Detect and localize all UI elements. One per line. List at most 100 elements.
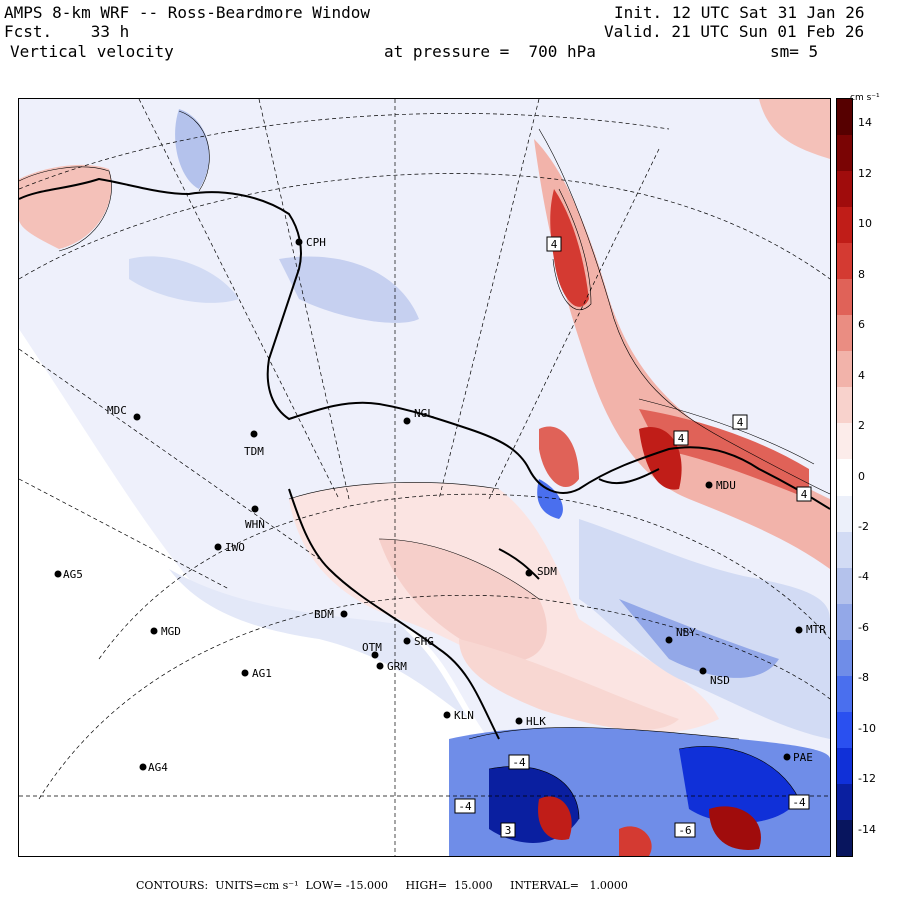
- graticule: [19, 99, 830, 856]
- colorbar-tick-label: -2: [858, 519, 869, 533]
- contour-label: 4: [796, 486, 812, 502]
- no-data-region: [19, 329, 489, 856]
- contour-label-text: -4: [792, 796, 806, 809]
- station-CPH[interactable]: CPH: [295, 236, 326, 249]
- station-AG1[interactable]: AG1: [241, 667, 272, 680]
- colorbar-segment: [837, 279, 852, 316]
- station-TDM[interactable]: TDM: [244, 430, 264, 459]
- colorbar-segment: [837, 567, 852, 604]
- descent-region-east: [579, 519, 830, 739]
- strong-ascent-core-3: [619, 826, 652, 856]
- colorbar-segment: [837, 639, 852, 676]
- moderate-ascent-area: [379, 539, 547, 661]
- station-NGL[interactable]: NGL: [403, 407, 435, 425]
- station-label: SHG: [414, 635, 434, 648]
- strong-descent-core-2: [679, 746, 799, 823]
- station-label: MDC: [107, 404, 127, 417]
- colorbar-tick-label: 2: [858, 419, 865, 433]
- station-AG5[interactable]: AG5: [54, 568, 83, 581]
- colorbar-segment: [837, 747, 852, 784]
- station-SHG[interactable]: SHG: [403, 635, 434, 648]
- contour-label: -6: [674, 822, 696, 838]
- station-label: NSD: [710, 674, 730, 687]
- station-MDC[interactable]: MDC: [107, 404, 141, 421]
- valid-time: Valid. 21 UTC Sun 01 Feb 26: [604, 22, 865, 41]
- vertical-velocity-map: 4 4 4 4 -4 -4 -4 3 -6 CPH NGL MDC TDM WH…: [19, 99, 830, 856]
- colorbar-tick-label: 4: [858, 368, 865, 382]
- strong-ascent-core-2: [709, 806, 761, 850]
- footer-units: UNITS=cm s⁻¹: [215, 879, 299, 892]
- station-WHN[interactable]: WHN: [245, 505, 265, 532]
- descent-core-east: [619, 599, 779, 678]
- colorbar-segment: [837, 711, 852, 748]
- colorbar-tick-label: -4: [858, 570, 869, 584]
- station-label: KLN: [454, 709, 474, 722]
- contour-label-boxes: 4 4 4 4 -4 -4 -4 3 -6: [454, 236, 812, 838]
- station-label: MDU: [716, 479, 736, 492]
- field-name: Vertical velocity: [10, 42, 174, 61]
- smoothing: sm= 5: [770, 42, 819, 61]
- stations: CPH NGL MDC TDM WHN IWO AG5 SDM BDM MGD …: [54, 236, 827, 774]
- colorbar-segment: [837, 423, 852, 460]
- footer: CONTOURS: UNITS=cm s⁻¹ LOW= -15.000 HIGH…: [136, 879, 628, 892]
- colorbar-tick-label: -12: [858, 772, 876, 786]
- contour-label-text: 4: [678, 432, 685, 445]
- station-label: MGD: [161, 625, 181, 638]
- footer-interval: INTERVAL= 1.0000: [510, 879, 628, 892]
- footer-high: HIGH= 15.000: [405, 879, 493, 892]
- colorbar-units: cm s⁻¹: [850, 93, 880, 103]
- colorbar-tick-label: 8: [858, 267, 865, 281]
- station-NBY[interactable]: NBY: [665, 626, 697, 644]
- colorbar-segment: [837, 459, 852, 496]
- station-NSD[interactable]: NSD: [699, 667, 730, 688]
- descent-patch-2: [279, 256, 419, 323]
- map-panel: 4 4 4 4 -4 -4 -4 3 -6 CPH NGL MDC TDM WH…: [18, 98, 831, 857]
- station-SDM[interactable]: SDM: [525, 565, 558, 578]
- colorbar-segment: [837, 243, 852, 280]
- coastline: [19, 177, 830, 740]
- station-label: AG4: [148, 761, 168, 774]
- station-AG4[interactable]: AG4: [139, 761, 169, 774]
- ascent-patch-northwest: [19, 164, 112, 249]
- descent-patch-1: [175, 109, 210, 189]
- contour-label: 4: [546, 236, 562, 252]
- station-IWO[interactable]: IWO: [214, 541, 245, 554]
- colorbar-tick-label: 6: [858, 318, 865, 332]
- station-label: WHN: [245, 518, 265, 531]
- colorbar-segment: [837, 171, 852, 208]
- station-KLN[interactable]: KLN: [443, 709, 474, 722]
- station-OTM[interactable]: OTM: [362, 641, 382, 659]
- station-label: OTM: [362, 641, 382, 654]
- wave-ascent-1: [539, 426, 579, 488]
- station-label: MTR: [806, 623, 826, 636]
- station-label: NBY: [676, 626, 696, 639]
- station-GRM[interactable]: GRM: [376, 660, 408, 673]
- ascent-band-south: [459, 639, 679, 730]
- station-MTR[interactable]: MTR: [795, 623, 827, 636]
- contour-label: 4: [732, 414, 748, 430]
- contour-label: -4: [508, 754, 530, 770]
- contour-label-text: 4: [551, 238, 558, 251]
- contour-label-text: -6: [678, 824, 691, 837]
- colorbar-tick-label: -14: [858, 822, 876, 836]
- contour-label: -4: [788, 794, 810, 810]
- colorbar-segment: [837, 387, 852, 424]
- station-PAE[interactable]: PAE: [783, 751, 813, 764]
- colorbar-segment: [837, 783, 852, 820]
- colorbar-tick-label: 10: [858, 217, 872, 231]
- colorbar-segment: [837, 495, 852, 532]
- colorbar-tick-label: 0: [858, 469, 865, 483]
- wave-ascent-2: [639, 427, 682, 490]
- station-label: AG5: [63, 568, 83, 581]
- station-MDU[interactable]: MDU: [705, 479, 736, 492]
- strong-ascent-core-1: [538, 796, 572, 840]
- contour-label: -4: [454, 798, 476, 814]
- station-BDM[interactable]: BDM: [314, 608, 348, 621]
- weak-descent-area: [169, 569, 469, 719]
- station-label: BDM: [314, 608, 334, 621]
- station-HLK[interactable]: HLK: [515, 715, 547, 728]
- station-MGD[interactable]: MGD: [150, 625, 181, 638]
- contour-label: 4: [673, 430, 689, 446]
- colorbar-tick-label: -8: [858, 671, 869, 685]
- colorbar-segment: [837, 675, 852, 712]
